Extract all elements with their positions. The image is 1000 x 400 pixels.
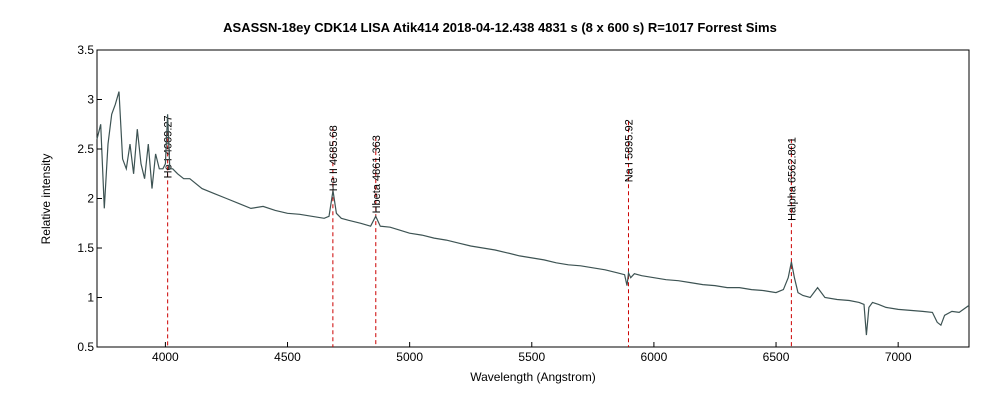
x-tick-label: 4500 [274,350,301,364]
y-tick-label: 3 [87,93,94,107]
y-axis-label: Relative intensity [39,154,53,245]
x-tick-label: 5000 [396,350,423,364]
x-axis-label: Wavelength (Angstrom) [470,370,596,384]
y-tick-label: 1.5 [77,241,94,255]
y-axis-ticks: 0.5 1 1.5 2 2.5 3 3.5 [77,43,102,354]
line-marker-label: Na I 5895.92 [623,119,635,182]
line-marker-label: He II 4685.68 [328,125,340,191]
y-tick-label: 3.5 [77,43,94,57]
spectral-line-markers: He I 4009.27 He II 4685.68 Hbeta 4861.363 N… [163,115,798,347]
line-marker-label: Halpha 6562.801 [786,137,798,221]
x-tick-label: 4000 [152,350,179,364]
x-tick-label: 6500 [763,350,790,364]
chart-title: ASASSN-18ey CDK14 LISA Atik414 2018-04-1… [223,20,777,35]
y-tick-label: 1 [87,291,94,305]
y-tick-label: 0.5 [77,340,94,354]
x-tick-label: 7000 [885,350,912,364]
x-axis-ticks: 4000 4500 5000 5500 6000 6500 7000 [152,342,912,364]
spectrum-line [96,91,970,336]
x-tick-label: 6000 [641,350,668,364]
x-tick-label: 5500 [518,350,545,364]
y-tick-label: 2.5 [77,142,94,156]
y-tick-label: 2 [87,192,94,206]
line-marker-label: Hbeta 4861.363 [371,135,383,213]
